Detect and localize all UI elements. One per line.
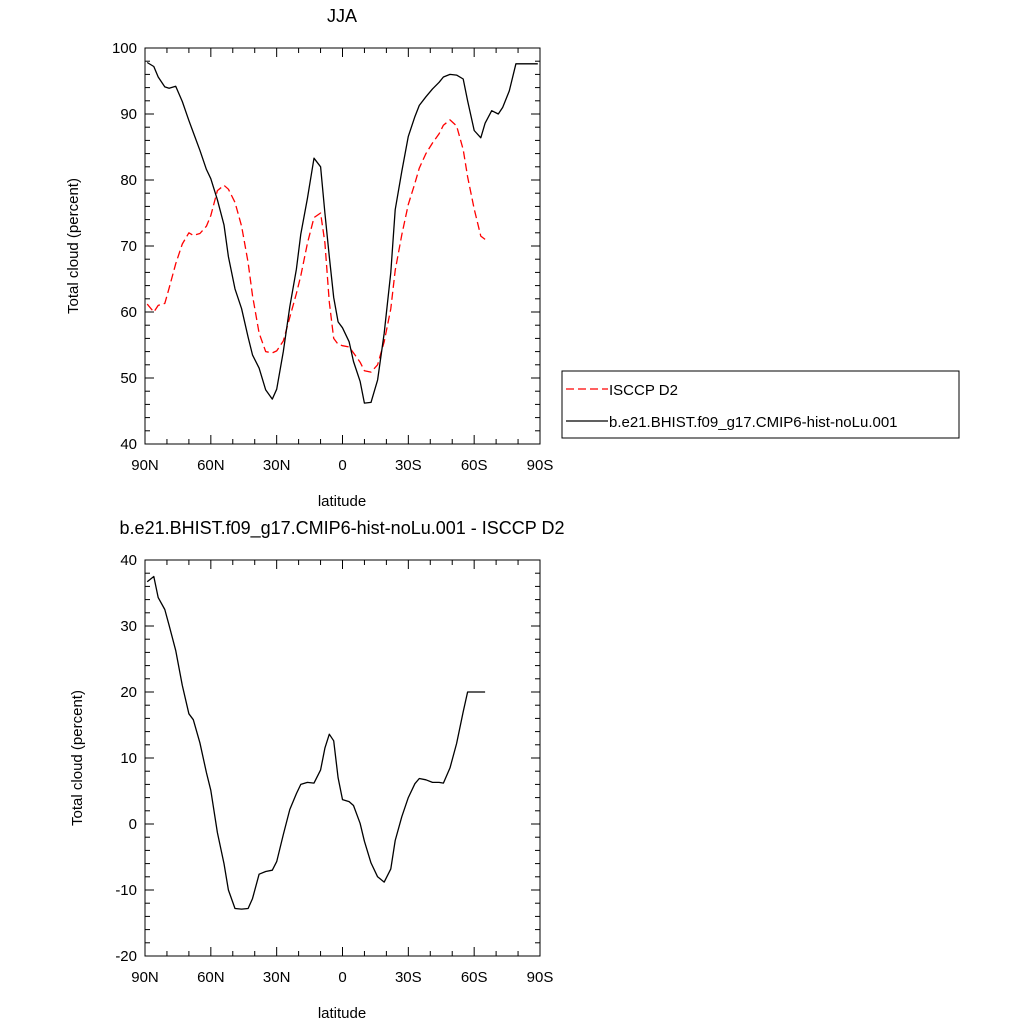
top-y-tick-label: 40 <box>120 436 137 453</box>
legend-box <box>561 370 960 439</box>
bottom-plot-frame <box>144 559 541 957</box>
bottom-y-tick-label: 20 <box>120 684 137 701</box>
top-panel: JJA latitude Total cloud (percent) 90N 60… <box>65 6 553 510</box>
bottom-x-tick-label: 60S <box>461 969 488 986</box>
bottom-ticks: 90N 60N 30N 0 30S 60S 90S -20 -10 0 10 20 30 40 <box>115 552 553 986</box>
bottom-x-tick-label: 0 <box>338 969 346 986</box>
top-y-tick-label: 100 <box>112 40 137 57</box>
legend-label-model: b.e21.BHIST.f09_g17.CMIP6-hist-noLu.001 <box>609 414 898 431</box>
bottom-x-tick-label: 90N <box>131 969 159 986</box>
bottom-y-tick-label: 30 <box>120 618 137 635</box>
legend-label-isccp: ISCCP D2 <box>609 382 678 399</box>
legend: ISCCP D2 b.e21.BHIST.f09_g17.CMIP6-hist-… <box>561 370 960 439</box>
top-y-tick-label: 80 <box>120 172 137 189</box>
top-y-axis-label: Total cloud (percent) <box>65 178 82 314</box>
top-chart-title: JJA <box>327 6 357 26</box>
bottom-y-tick-label: -10 <box>115 882 137 899</box>
bottom-y-tick-label: 0 <box>129 816 137 833</box>
top-series-line-1 <box>146 61 538 404</box>
top-x-tick-label: 90S <box>527 457 554 474</box>
bottom-panel: b.e21.BHIST.f09_g17.CMIP6-hist-noLu.001 … <box>69 518 564 1022</box>
top-x-tick-label: 30N <box>263 457 291 474</box>
bottom-y-axis-label: Total cloud (percent) <box>69 690 86 826</box>
top-y-tick-label: 50 <box>120 370 137 387</box>
top-ticks: 90N 60N 30N 0 30S 60S 90S 40 50 60 70 80 90 100 <box>112 40 553 474</box>
top-y-tick-label: 60 <box>120 304 137 321</box>
top-x-axis-label: latitude <box>318 493 366 510</box>
bottom-chart-title: b.e21.BHIST.f09_g17.CMIP6-hist-noLu.001 … <box>120 518 565 539</box>
bottom-y-tick-label: 10 <box>120 750 137 767</box>
top-x-tick-label: 60S <box>461 457 488 474</box>
bottom-series-group <box>146 575 486 910</box>
top-x-tick-label: 90N <box>131 457 159 474</box>
top-x-tick-label: 0 <box>338 457 346 474</box>
top-x-tick-label: 60N <box>197 457 225 474</box>
bottom-x-tick-label: 30N <box>263 969 291 986</box>
bottom-y-tick-label: 40 <box>120 552 137 569</box>
bottom-x-tick-label: 60N <box>197 969 225 986</box>
bottom-x-tick-label: 90S <box>527 969 554 986</box>
bottom-x-tick-label: 30S <box>395 969 422 986</box>
top-y-tick-label: 70 <box>120 238 137 255</box>
top-x-tick-label: 30S <box>395 457 422 474</box>
bottom-x-axis-label: latitude <box>318 1005 366 1022</box>
top-plot-frame <box>144 47 541 445</box>
bottom-y-tick-label: -20 <box>115 948 137 965</box>
bottom-series-line-0 <box>146 575 486 910</box>
top-series-group <box>146 61 538 404</box>
top-series-line-0 <box>146 119 486 373</box>
top-y-tick-label: 90 <box>120 106 137 123</box>
